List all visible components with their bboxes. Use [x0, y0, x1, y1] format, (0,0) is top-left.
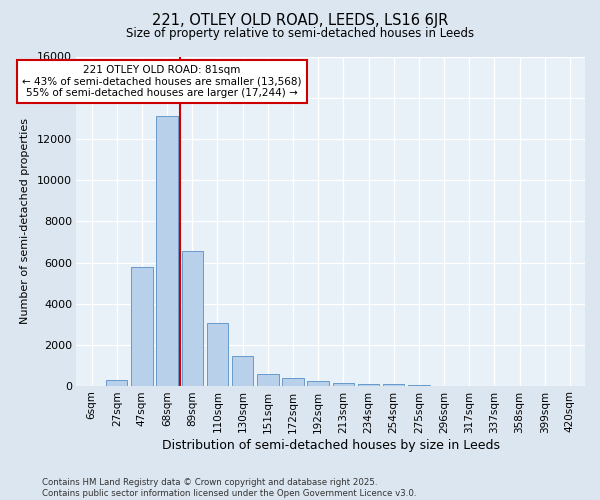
Bar	[157, 116, 178, 386]
Bar	[257, 374, 278, 386]
Bar	[207, 324, 228, 386]
Text: 221 OTLEY OLD ROAD: 81sqm
← 43% of semi-detached houses are smaller (13,568)
55%: 221 OTLEY OLD ROAD: 81sqm ← 43% of semi-…	[22, 64, 302, 98]
Text: Size of property relative to semi-detached houses in Leeds: Size of property relative to semi-detach…	[126, 28, 474, 40]
Bar	[408, 384, 430, 386]
Bar	[232, 356, 253, 386]
Text: 221, OTLEY OLD ROAD, LEEDS, LS16 6JR: 221, OTLEY OLD ROAD, LEEDS, LS16 6JR	[152, 12, 448, 28]
Bar	[332, 383, 354, 386]
Bar	[383, 384, 404, 386]
Bar	[106, 380, 127, 386]
Bar	[282, 378, 304, 386]
X-axis label: Distribution of semi-detached houses by size in Leeds: Distribution of semi-detached houses by …	[162, 440, 500, 452]
Bar	[358, 384, 379, 386]
Bar	[131, 266, 152, 386]
Y-axis label: Number of semi-detached properties: Number of semi-detached properties	[20, 118, 30, 324]
Bar	[182, 252, 203, 386]
Bar	[307, 382, 329, 386]
Text: Contains HM Land Registry data © Crown copyright and database right 2025.
Contai: Contains HM Land Registry data © Crown c…	[42, 478, 416, 498]
